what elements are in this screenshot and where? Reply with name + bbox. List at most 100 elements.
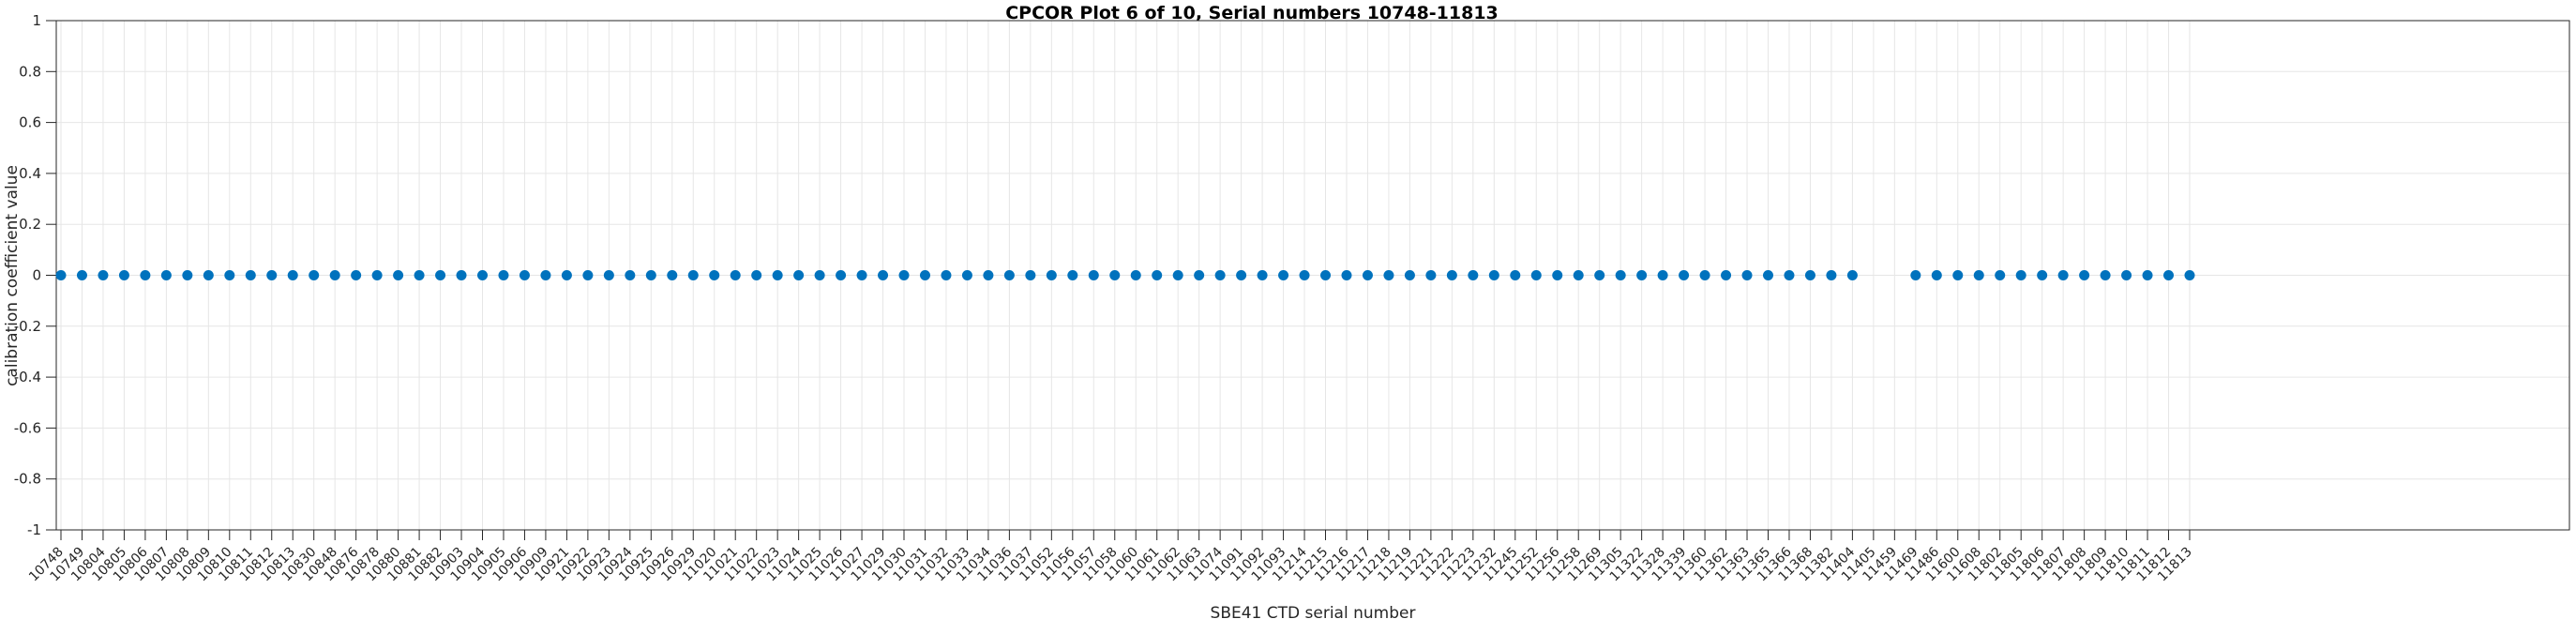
data-point bbox=[393, 270, 404, 280]
data-point bbox=[793, 270, 805, 280]
tick-marks bbox=[46, 20, 2191, 540]
data-point bbox=[730, 270, 741, 280]
data-point bbox=[1636, 270, 1648, 280]
data-point bbox=[898, 270, 910, 280]
data-point bbox=[1573, 270, 1584, 280]
data-point bbox=[371, 270, 383, 280]
data-point bbox=[435, 270, 446, 280]
data-point bbox=[1109, 270, 1121, 280]
data-point bbox=[1341, 270, 1352, 280]
data-point bbox=[919, 270, 930, 280]
data-point bbox=[224, 270, 235, 280]
data-point bbox=[519, 270, 530, 280]
data-point bbox=[55, 270, 67, 280]
data-point bbox=[1425, 270, 1437, 280]
data-point bbox=[625, 270, 636, 280]
data-point bbox=[603, 270, 614, 280]
data-point bbox=[836, 270, 847, 280]
data-point bbox=[1931, 270, 1942, 280]
y-tick-label: -0.4 bbox=[14, 369, 41, 385]
data-point bbox=[456, 270, 467, 280]
data-point bbox=[878, 270, 889, 280]
data-point bbox=[1679, 270, 1690, 280]
data-point bbox=[1846, 270, 1858, 280]
data-point bbox=[941, 270, 952, 280]
data-point bbox=[1383, 270, 1394, 280]
data-point bbox=[1236, 270, 1247, 280]
data-point bbox=[751, 270, 762, 280]
data-point bbox=[645, 270, 656, 280]
data-point bbox=[118, 270, 129, 280]
data-point bbox=[1741, 270, 1753, 280]
data-point bbox=[182, 270, 193, 280]
data-point bbox=[1784, 270, 1795, 280]
data-point bbox=[1446, 270, 1457, 280]
data-point bbox=[2079, 270, 2090, 280]
data-point bbox=[856, 270, 867, 280]
data-point bbox=[309, 270, 320, 280]
data-point bbox=[1404, 270, 1415, 280]
data-point bbox=[1130, 270, 1141, 280]
data-point bbox=[1804, 270, 1815, 280]
y-tick-label: -0.6 bbox=[14, 419, 41, 436]
data-point bbox=[1046, 270, 1057, 280]
data-point bbox=[1320, 270, 1332, 280]
data-point bbox=[140, 270, 151, 280]
data-point bbox=[2142, 270, 2153, 280]
data-point bbox=[498, 270, 509, 280]
data-point bbox=[1362, 270, 1373, 280]
data-point bbox=[2163, 270, 2175, 280]
data-point bbox=[1468, 270, 1479, 280]
data-point bbox=[1952, 270, 1964, 280]
data-point bbox=[1552, 270, 1563, 280]
data-point bbox=[1699, 270, 1710, 280]
data-points bbox=[55, 270, 2195, 280]
data-point bbox=[961, 270, 972, 280]
data-point bbox=[1088, 270, 1099, 280]
data-point bbox=[1214, 270, 1226, 280]
data-point bbox=[266, 270, 278, 280]
data-point bbox=[2121, 270, 2132, 280]
data-point bbox=[1278, 270, 1289, 280]
y-tick-label: -1 bbox=[27, 521, 41, 538]
data-point bbox=[814, 270, 825, 280]
data-point bbox=[1910, 270, 1921, 280]
y-tick-label: 0.8 bbox=[19, 63, 41, 80]
data-point bbox=[1025, 270, 1036, 280]
x-axis-label: SBE41 CTD serial number bbox=[1210, 604, 1416, 623]
data-point bbox=[203, 270, 214, 280]
data-point bbox=[329, 270, 340, 280]
data-point bbox=[477, 270, 489, 280]
data-point bbox=[561, 270, 572, 280]
data-point bbox=[160, 270, 172, 280]
y-tick-label: -0.8 bbox=[14, 471, 41, 488]
data-point bbox=[1299, 270, 1310, 280]
data-point bbox=[1973, 270, 1984, 280]
data-point bbox=[287, 270, 298, 280]
data-point bbox=[76, 270, 87, 280]
data-point bbox=[1762, 270, 1773, 280]
data-point bbox=[1194, 270, 1205, 280]
data-point bbox=[245, 270, 256, 280]
y-tick-label: 0.2 bbox=[19, 216, 41, 233]
data-point bbox=[1657, 270, 1668, 280]
data-point bbox=[1615, 270, 1626, 280]
data-point bbox=[1172, 270, 1183, 280]
data-point bbox=[1152, 270, 1163, 280]
y-tick-label: 0 bbox=[32, 267, 41, 284]
data-point bbox=[1488, 270, 1499, 280]
y-tick-label: 0.6 bbox=[19, 114, 41, 131]
data-point bbox=[1003, 270, 1015, 280]
data-point bbox=[1530, 270, 1542, 280]
data-point bbox=[1995, 270, 2006, 280]
data-point bbox=[2184, 270, 2195, 280]
data-point bbox=[709, 270, 720, 280]
data-point bbox=[1257, 270, 1268, 280]
data-point bbox=[2100, 270, 2111, 280]
x-tick-labels: 1074810749108041080510806108071080810809… bbox=[26, 544, 2195, 584]
y-tick-label: -0.2 bbox=[14, 318, 41, 335]
data-point bbox=[1510, 270, 1521, 280]
data-point bbox=[351, 270, 362, 280]
data-point bbox=[98, 270, 109, 280]
